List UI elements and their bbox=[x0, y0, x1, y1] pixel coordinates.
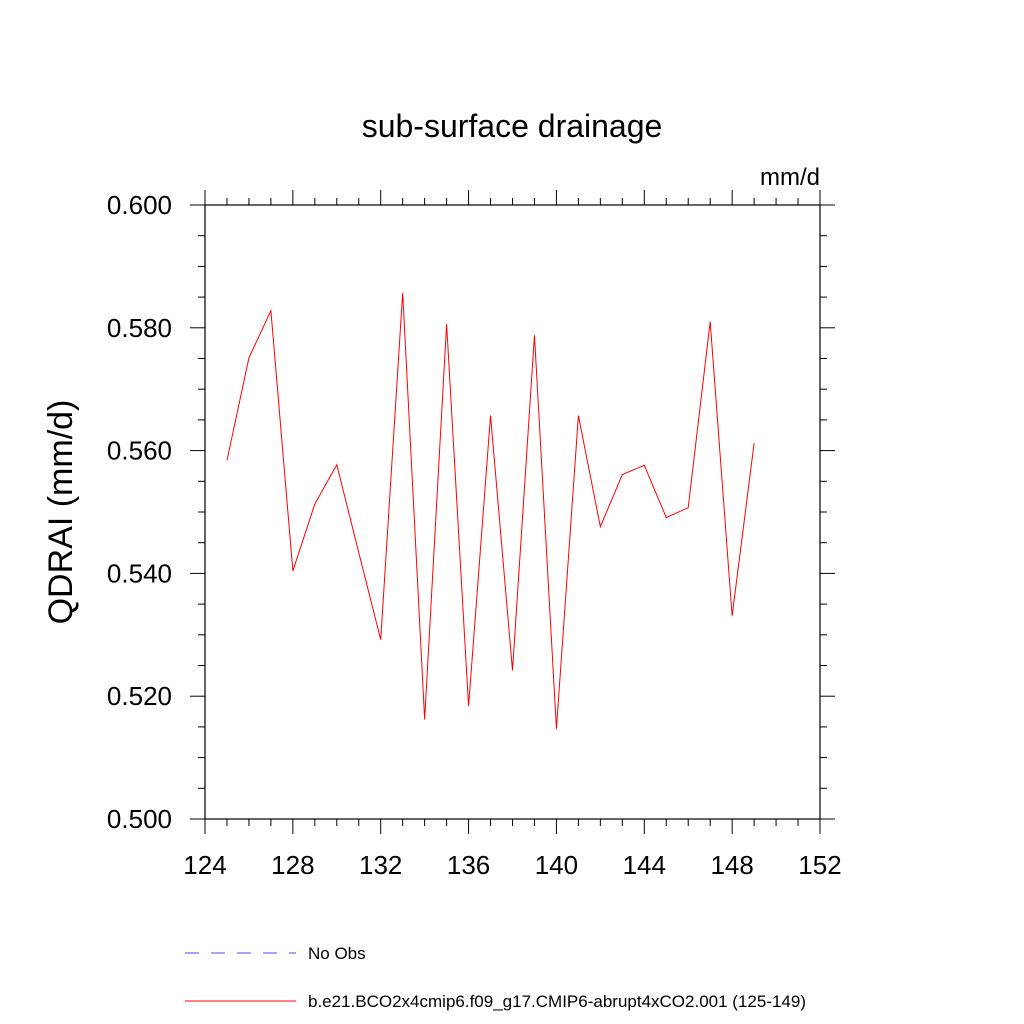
y-tick-label: 0.580 bbox=[107, 313, 172, 343]
y-tick-label: 0.560 bbox=[107, 436, 172, 466]
x-tick-label: 148 bbox=[710, 850, 753, 880]
series-group bbox=[226, 292, 755, 729]
x-tick-label: 152 bbox=[798, 850, 841, 880]
y-axis-label: QDRAI (mm/d) bbox=[42, 400, 80, 625]
axis-ticks bbox=[190, 190, 835, 834]
x-tick-label: 144 bbox=[623, 850, 666, 880]
x-tick-label: 124 bbox=[183, 850, 226, 880]
x-tick-label: 128 bbox=[271, 850, 314, 880]
legend: No Obs b.e21.BCO2x4cmip6.f09_g17.CMIP6-ab… bbox=[185, 944, 806, 1011]
series-line-0 bbox=[226, 292, 755, 729]
y-tick-label: 0.600 bbox=[107, 190, 172, 220]
legend-label-1: b.e21.BCO2x4cmip6.f09_g17.CMIP6-abrupt4x… bbox=[308, 992, 806, 1011]
legend-label-0: No Obs bbox=[308, 944, 366, 963]
x-tick-label: 140 bbox=[535, 850, 578, 880]
x-tick-label: 132 bbox=[359, 850, 402, 880]
chart-title: sub-surface drainage bbox=[362, 108, 663, 144]
y-tick-label: 0.520 bbox=[107, 681, 172, 711]
units-label: mm/d bbox=[760, 164, 820, 191]
y-tick-label: 0.500 bbox=[107, 804, 172, 834]
tick-labels: 124 128 132 136 140 144 148 152 0.500 0.520 0.540 0… bbox=[107, 190, 842, 880]
y-tick-label: 0.540 bbox=[107, 558, 172, 588]
plot-frame bbox=[204, 204, 821, 820]
x-tick-label: 136 bbox=[447, 850, 490, 880]
